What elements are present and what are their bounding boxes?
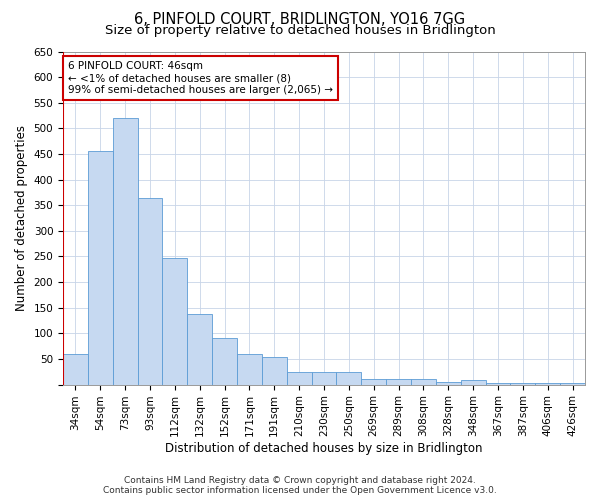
Bar (137, 198, 163, 384)
Bar (511, 383, 535, 384)
Bar (386, 380, 411, 384)
Bar (411, 380, 436, 384)
Bar (63, 354, 88, 384)
Bar (361, 380, 386, 384)
Text: Size of property relative to detached houses in Bridlington: Size of property relative to detached ho… (104, 24, 496, 37)
Bar (212, 338, 237, 384)
Bar (436, 382, 461, 384)
Bar (163, 258, 187, 384)
Text: 6, PINFOLD COURT, BRIDLINGTON, YO16 7GG: 6, PINFOLD COURT, BRIDLINGTON, YO16 7GG (134, 12, 466, 28)
Bar (485, 383, 511, 384)
Bar (560, 383, 585, 384)
Bar (461, 380, 485, 384)
Bar (535, 383, 560, 384)
Y-axis label: Number of detached properties: Number of detached properties (15, 125, 28, 311)
Bar (237, 354, 262, 384)
Text: 6 PINFOLD COURT: 46sqm
← <1% of detached houses are smaller (8)
99% of semi-deta: 6 PINFOLD COURT: 46sqm ← <1% of detached… (68, 62, 333, 94)
X-axis label: Distribution of detached houses by size in Bridlington: Distribution of detached houses by size … (165, 442, 483, 455)
Bar (187, 314, 212, 384)
Bar (88, 152, 113, 384)
Bar (287, 372, 311, 384)
Bar (262, 358, 287, 384)
Text: Contains HM Land Registry data © Crown copyright and database right 2024.
Contai: Contains HM Land Registry data © Crown c… (103, 476, 497, 495)
Bar (113, 118, 137, 384)
Bar (311, 372, 337, 384)
Bar (337, 372, 361, 384)
